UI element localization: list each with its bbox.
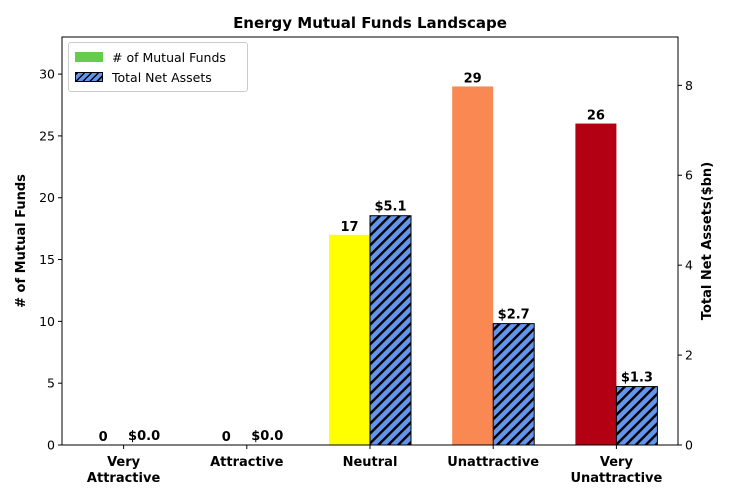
y-left-tick-label: 20 [39, 190, 55, 205]
bar-net-assets [615, 386, 658, 446]
legend-entry-net-assets: Total Net Assets [75, 69, 212, 85]
data-label-net-assets: $0.0 [251, 429, 283, 444]
y-right-tick-label: 8 [685, 78, 693, 93]
y-left-tick-label: 25 [39, 128, 55, 143]
data-label-mutual-funds: 26 [587, 109, 605, 124]
data-label-net-assets: $1.3 [621, 371, 653, 386]
bar-mutual-funds [329, 234, 370, 445]
x-tick-label: Unattractive [570, 471, 662, 486]
y-right-tick-label: 6 [685, 168, 693, 183]
plot-frame [61, 36, 679, 446]
legend: # of Mutual Funds Total Net Assets [68, 42, 248, 92]
data-label-net-assets: $0.0 [128, 429, 160, 444]
legend-swatch-net-assets [75, 72, 103, 82]
bar-mutual-funds [575, 123, 617, 445]
data-label-mutual-funds: 29 [464, 71, 482, 86]
y-left-tick-label: 15 [39, 252, 55, 267]
legend-entry-mutual-funds: # of Mutual Funds [75, 49, 226, 65]
bar-net-assets [492, 323, 535, 446]
y-right-tick-label: 4 [685, 258, 693, 273]
legend-swatch-mutual-funds [75, 52, 103, 62]
y-left-tick-label: 10 [39, 314, 55, 329]
x-tick-label: Neutral [343, 455, 398, 470]
y-left-tick-label: 0 [47, 438, 55, 453]
data-label-mutual-funds: 0 [99, 430, 108, 445]
legend-label-mutual-funds: # of Mutual Funds [112, 49, 226, 65]
x-tick-label: Attractive [210, 455, 284, 470]
y-right-tick-label: 0 [685, 438, 693, 453]
y-right-tick-label: 2 [685, 348, 693, 363]
data-label-mutual-funds: 0 [222, 430, 231, 445]
y-left-tick-label: 30 [39, 67, 55, 82]
x-tick-label: Very [600, 455, 634, 470]
data-label-net-assets: $5.1 [374, 200, 406, 215]
legend-label-net-assets: Total Net Assets [112, 69, 212, 85]
y-right-axis-label: Total Net Assets($bn) [700, 162, 715, 320]
x-tick-label: Unattractive [447, 455, 539, 470]
x-tick-label: Attractive [87, 471, 161, 486]
data-label-net-assets: $2.7 [498, 308, 530, 323]
chart-title: Energy Mutual Funds Landscape [233, 14, 507, 32]
y-left-axis-label: # of Mutual Funds [14, 174, 29, 308]
x-tick-label: Very [107, 455, 141, 470]
y-left-tick-label: 5 [47, 376, 55, 391]
bar-mutual-funds [452, 86, 494, 446]
bar-net-assets [369, 215, 412, 446]
data-label-mutual-funds: 17 [340, 220, 358, 235]
